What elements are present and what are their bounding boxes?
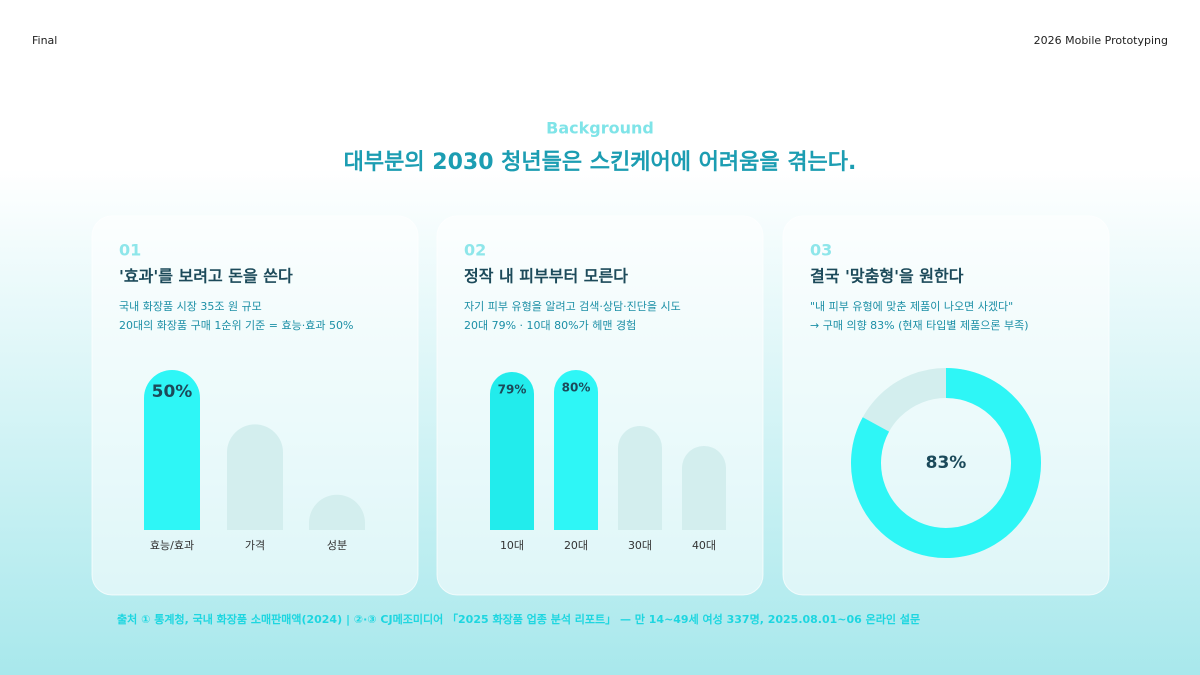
- x-tick-label: 40대: [692, 539, 716, 552]
- x-tick-label: 가격: [245, 539, 265, 552]
- value-label: 50%: [152, 382, 193, 402]
- bar: [144, 370, 200, 530]
- card-title: '효과'를 보려고 돈을 쓴다: [119, 267, 293, 286]
- card-number: 01: [119, 241, 141, 260]
- card-title: 정작 내 피부부터 모른다: [464, 267, 628, 286]
- x-tick-label: 10대: [500, 539, 524, 552]
- card-title: 결국 '맞춤형'을 원한다: [810, 267, 964, 286]
- card-number: 02: [464, 241, 486, 260]
- card-subtitle: → 구매 의향 83% (현재 타입별 제품으론 부족): [810, 319, 1029, 332]
- header-left: Final: [32, 34, 57, 47]
- card-number: 03: [810, 241, 832, 260]
- card-subtitle: 국내 화장품 시장 35조 원 규모: [119, 300, 262, 313]
- bar: [554, 370, 598, 530]
- card-subtitle: 20대의 화장품 구매 1순위 기준 = 효능·효과 50%: [119, 319, 353, 332]
- bar: [618, 426, 662, 530]
- bar: [490, 372, 534, 530]
- eyebrow: Background: [546, 119, 654, 138]
- value-label: 80%: [562, 381, 591, 395]
- x-tick-label: 20대: [564, 539, 588, 552]
- donut-arc: [851, 368, 1041, 558]
- card-subtitle: 자기 피부 유형을 알려고 검색·상담·진단을 시도: [464, 299, 681, 313]
- x-tick-label: 효능/효과: [150, 539, 194, 552]
- header-right: 2026 Mobile Prototyping: [1034, 34, 1168, 47]
- title: 대부분의 2030 청년들은 스킨케어에 어려움을 겪는다.: [344, 150, 857, 175]
- card-subtitle: "내 피부 유형에 맞춘 제품이 나오면 사겠다": [810, 300, 1013, 313]
- value-label: 79%: [498, 383, 527, 397]
- card-subtitle: 20대 79% · 10대 80%가 헤맨 경험: [464, 319, 636, 332]
- bar: [309, 494, 366, 530]
- x-tick-label: 30대: [628, 539, 652, 552]
- footer: 출처 ① 통계청, 국내 화장품 소매판매액(2024) | ②·③ CJ메조미…: [117, 612, 920, 626]
- bar: [682, 446, 726, 530]
- value-label: 83%: [926, 453, 967, 473]
- x-tick-label: 성분: [327, 539, 347, 552]
- bar: [227, 424, 283, 530]
